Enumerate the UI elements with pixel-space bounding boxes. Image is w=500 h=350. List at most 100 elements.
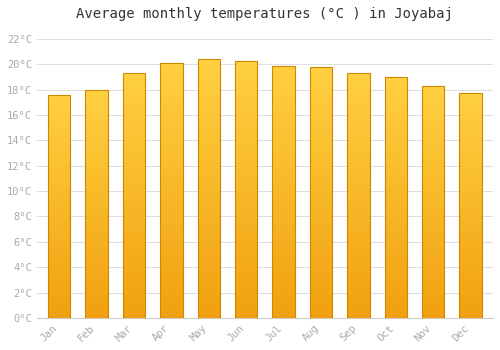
Bar — [123, 117, 146, 120]
Bar — [347, 73, 370, 318]
Bar — [198, 59, 220, 62]
Bar — [198, 276, 220, 279]
Bar — [460, 262, 482, 264]
Bar — [48, 295, 70, 298]
Bar — [235, 264, 258, 266]
Bar — [123, 125, 146, 127]
Bar — [123, 205, 146, 208]
Bar — [347, 183, 370, 186]
Bar — [272, 257, 295, 260]
Bar — [123, 281, 146, 284]
Bar — [123, 261, 146, 264]
Bar — [460, 208, 482, 210]
Bar — [123, 259, 146, 261]
Bar — [160, 221, 182, 224]
Bar — [86, 92, 108, 94]
Bar — [48, 157, 70, 160]
Bar — [272, 182, 295, 184]
Bar — [198, 75, 220, 77]
Bar — [160, 226, 182, 229]
Bar — [198, 129, 220, 132]
Bar — [48, 121, 70, 124]
Bar — [48, 197, 70, 199]
Bar — [198, 64, 220, 67]
Bar — [460, 230, 482, 233]
Bar — [86, 128, 108, 131]
Bar — [48, 256, 70, 258]
Bar — [384, 190, 407, 192]
Bar — [48, 95, 70, 318]
Bar — [48, 249, 70, 251]
Bar — [123, 279, 146, 281]
Bar — [272, 310, 295, 313]
Bar — [48, 304, 70, 307]
Bar — [235, 61, 258, 63]
Bar — [48, 209, 70, 211]
Bar — [422, 121, 444, 123]
Bar — [347, 218, 370, 220]
Bar — [123, 176, 146, 178]
Bar — [235, 259, 258, 261]
Bar — [272, 177, 295, 179]
Bar — [460, 293, 482, 295]
Bar — [310, 202, 332, 205]
Bar — [384, 291, 407, 294]
Bar — [460, 311, 482, 313]
Bar — [123, 159, 146, 161]
Bar — [310, 208, 332, 210]
Bar — [123, 115, 146, 117]
Bar — [310, 195, 332, 197]
Bar — [310, 155, 332, 157]
Bar — [160, 264, 182, 267]
Bar — [235, 233, 258, 236]
Bar — [347, 188, 370, 191]
Bar — [160, 65, 182, 68]
Bar — [86, 90, 108, 318]
Bar — [347, 159, 370, 161]
Bar — [460, 93, 482, 96]
Bar — [86, 298, 108, 300]
Bar — [460, 120, 482, 122]
Bar — [460, 105, 482, 107]
Bar — [160, 150, 182, 152]
Bar — [272, 149, 295, 151]
Bar — [384, 132, 407, 135]
Bar — [235, 277, 258, 279]
Bar — [272, 303, 295, 305]
Bar — [86, 183, 108, 186]
Bar — [86, 302, 108, 304]
Bar — [384, 217, 407, 219]
Bar — [48, 260, 70, 262]
Bar — [460, 132, 482, 134]
Bar — [310, 232, 332, 235]
Bar — [235, 81, 258, 84]
Bar — [460, 248, 482, 251]
Bar — [384, 277, 407, 279]
Bar — [48, 162, 70, 164]
Bar — [347, 308, 370, 310]
Bar — [272, 144, 295, 146]
Bar — [198, 121, 220, 124]
Bar — [347, 266, 370, 269]
Bar — [460, 114, 482, 116]
Bar — [198, 77, 220, 80]
Bar — [198, 142, 220, 145]
Bar — [48, 202, 70, 204]
Bar — [272, 219, 295, 222]
Bar — [347, 120, 370, 122]
Bar — [384, 161, 407, 164]
Bar — [160, 257, 182, 259]
Bar — [460, 152, 482, 154]
Bar — [272, 308, 295, 310]
Bar — [460, 103, 482, 105]
Bar — [422, 209, 444, 211]
Bar — [198, 145, 220, 147]
Bar — [48, 164, 70, 166]
Bar — [235, 138, 258, 140]
Bar — [422, 95, 444, 97]
Bar — [198, 235, 220, 238]
Bar — [272, 212, 295, 215]
Bar — [235, 74, 258, 76]
Bar — [86, 268, 108, 270]
Bar — [272, 232, 295, 234]
